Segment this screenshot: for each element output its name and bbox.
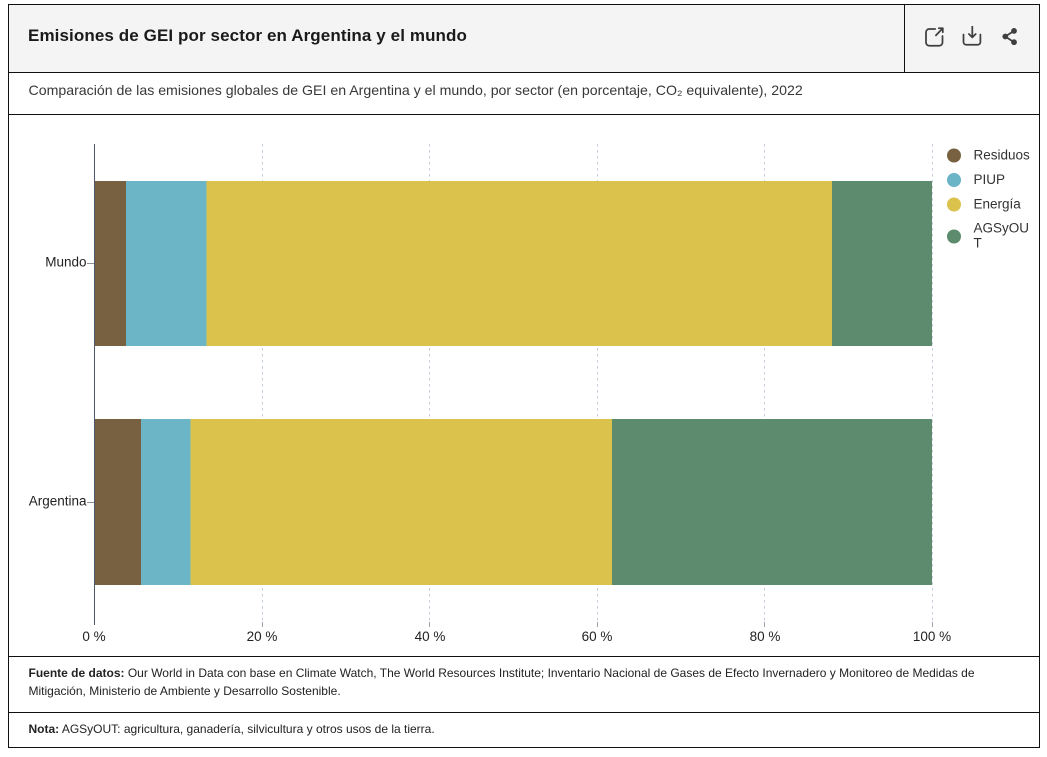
svg-text:PIUP: PIUP <box>974 172 1006 187</box>
svg-text:40 %: 40 % <box>415 629 446 644</box>
svg-text:20 %: 20 % <box>247 629 278 644</box>
svg-text:60 %: 60 % <box>582 629 613 644</box>
svg-text:Energía: Energía <box>974 197 1022 212</box>
svg-text:100 %: 100 % <box>913 629 951 644</box>
svg-text:AGSyOU: AGSyOU <box>974 221 1030 236</box>
svg-text:Residuos: Residuos <box>974 148 1031 163</box>
svg-text:0 %: 0 % <box>82 629 105 644</box>
svg-text:80 %: 80 % <box>750 629 781 644</box>
svg-text:T: T <box>974 236 982 251</box>
svg-text:Mundo: Mundo <box>45 255 86 270</box>
svg-text:Argentina: Argentina <box>29 494 87 509</box>
